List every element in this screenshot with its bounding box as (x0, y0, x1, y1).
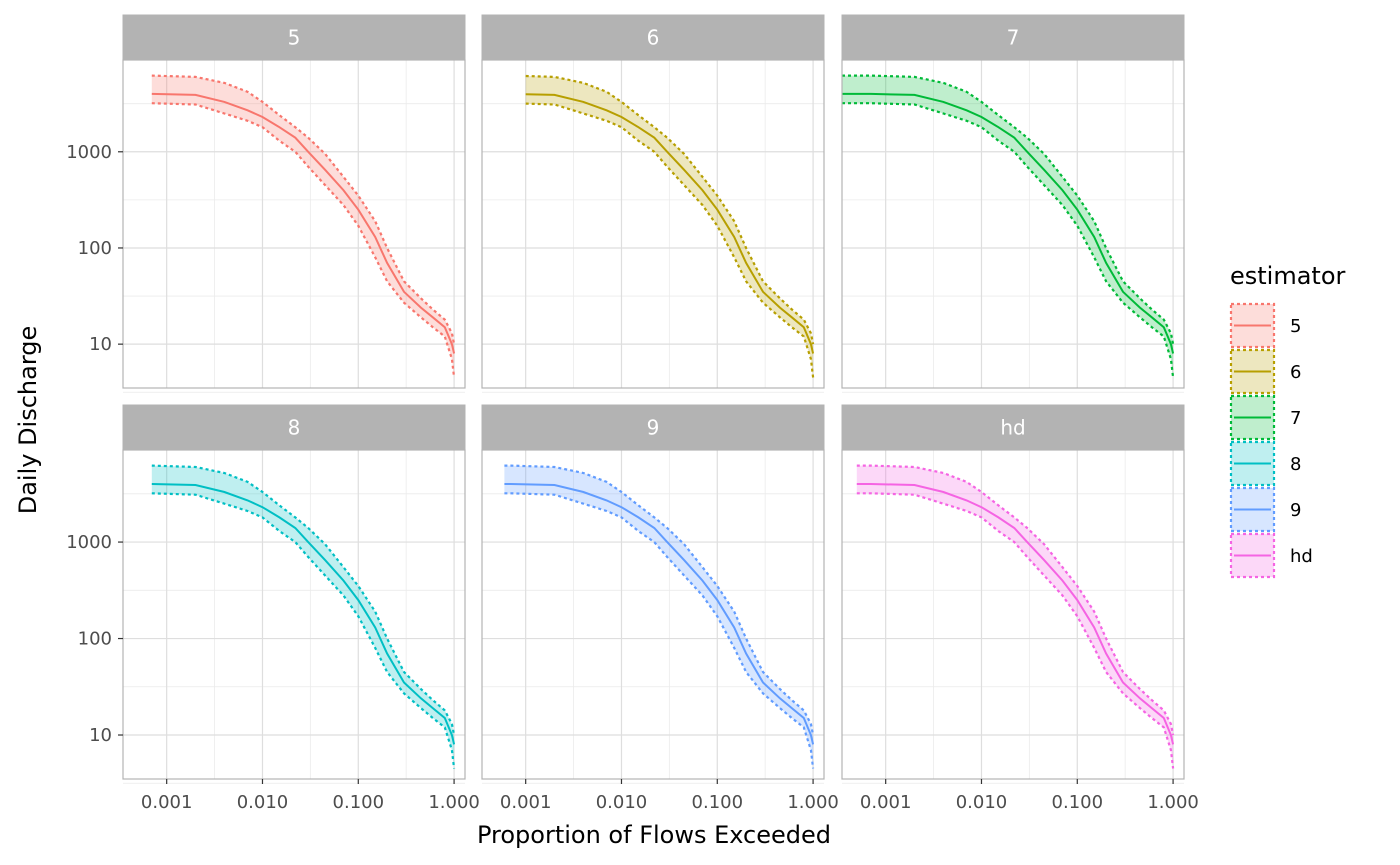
legend-label: 6 (1290, 362, 1301, 383)
facet-strip (122, 404, 466, 451)
facet-panel-hd: hd (841, 404, 1185, 784)
ribbon-hd (856, 465, 1174, 769)
facet-panel-8: 8 (122, 404, 466, 784)
legend-item-7: 7 (1229, 394, 1301, 441)
y-tick-label: 100 (78, 629, 112, 650)
legend-label: 7 (1290, 408, 1301, 429)
facet-panel-7: 7 (841, 14, 1185, 393)
y-tick-label: 10 (89, 334, 112, 355)
median-line (525, 93, 815, 354)
facet-strip (841, 14, 1185, 61)
upper-bound-line (504, 464, 815, 736)
y-tick-label: 10 (89, 725, 112, 746)
upper-bound-line (525, 74, 815, 345)
legend-item-5: 5 (1229, 302, 1301, 349)
ribbon-7 (842, 75, 1174, 378)
x-tick-labels: 0.001 0.010 0.100 1.000 0.001 0.010 0.100 1.000… (141, 779, 1199, 813)
median-line (504, 483, 815, 745)
panel-background (123, 450, 465, 779)
panel-background (123, 60, 465, 388)
upper-bound-line (856, 464, 1175, 736)
panel-background (842, 450, 1184, 779)
legend-item-8: 8 (1229, 440, 1301, 487)
panel-border (122, 59, 466, 389)
panel-background (482, 60, 824, 388)
legend-label: hd (1290, 546, 1313, 567)
panel-border (841, 449, 1185, 780)
x-tick-label: 0.100 (692, 792, 744, 813)
y-tick-label: 1000 (66, 532, 112, 553)
panel-border (481, 449, 825, 780)
ribbon-5 (151, 75, 455, 378)
x-tick-label: 0.001 (860, 792, 912, 813)
y-tick-label: 100 (78, 238, 112, 259)
x-tick-label: 0.001 (141, 792, 193, 813)
facet-panel-5: 5 (122, 14, 466, 393)
facet-strip (122, 14, 466, 61)
lower-bound-line (856, 492, 1175, 769)
x-tick-label: 0.010 (956, 792, 1008, 813)
x-tick-label: 1.000 (428, 792, 480, 813)
facet-strip-label: 6 (647, 26, 660, 50)
panel-border (122, 449, 466, 780)
median-line (151, 92, 456, 354)
y-axis-title: Daily Discharge (14, 326, 42, 515)
y-tick-label: 1000 (66, 142, 112, 163)
y-tick-labels: 10 100 1000 10 100 1000 (66, 142, 123, 746)
median-line (842, 92, 1175, 354)
lower-bound-line (842, 102, 1175, 378)
facet-panel-9: 9 (481, 404, 825, 784)
facet-strip (841, 404, 1185, 451)
legend-title: estimator (1230, 262, 1346, 290)
facet-panels: 5 6 7 8 9 hd (122, 14, 1185, 784)
facet-strip-label: 7 (1007, 26, 1020, 50)
x-tick-label: 0.100 (333, 792, 385, 813)
facet-strip-label: 5 (288, 26, 301, 50)
panel-border (841, 59, 1185, 389)
legend-label: 9 (1290, 500, 1301, 521)
median-line (151, 483, 456, 745)
facet-panel-6: 6 (481, 14, 825, 393)
legend-item-9: 9 (1229, 486, 1301, 533)
facet-strip-label: hd (1000, 416, 1025, 440)
panel-background (842, 60, 1184, 388)
lower-bound-line (504, 492, 815, 769)
x-tick-label: 1.000 (787, 792, 839, 813)
x-tick-label: 1.000 (1147, 792, 1199, 813)
legend: estimator 5 6 7 8 9 hd (1229, 262, 1346, 579)
lower-bound-line (525, 102, 815, 378)
panel-background (482, 450, 824, 779)
lower-bound-line (151, 102, 456, 378)
legend-label: 5 (1290, 316, 1301, 337)
ribbon-9 (504, 465, 814, 769)
median-line (856, 483, 1175, 745)
x-tick-label: 0.100 (1052, 792, 1104, 813)
legend-item-6: 6 (1229, 348, 1301, 395)
lower-bound-line (151, 492, 456, 769)
x-tick-label: 0.001 (500, 792, 552, 813)
upper-bound-line (151, 74, 456, 345)
facet-strip-label: 9 (647, 416, 660, 440)
ribbon-8 (151, 465, 455, 769)
upper-bound-line (842, 74, 1175, 345)
x-tick-label: 0.010 (237, 792, 289, 813)
facet-strip-label: 8 (288, 416, 301, 440)
legend-item-hd: hd (1229, 532, 1313, 579)
upper-bound-line (151, 464, 456, 736)
legend-label: 8 (1290, 454, 1301, 475)
x-tick-label: 0.010 (596, 792, 648, 813)
panel-border (481, 59, 825, 389)
x-axis-title: Proportion of Flows Exceeded (477, 821, 831, 849)
